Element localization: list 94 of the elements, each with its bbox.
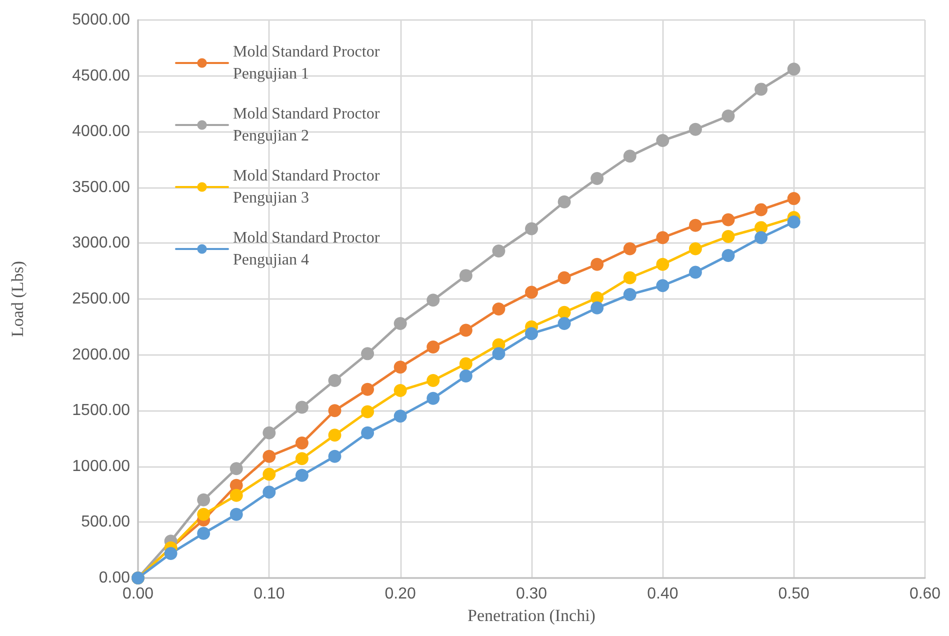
point (426, 294, 440, 307)
point (688, 218, 702, 232)
point (295, 452, 308, 466)
point (426, 340, 440, 354)
point (328, 404, 342, 418)
point (197, 526, 210, 540)
legend-label: Mold Standard Proctor Pengujian 1 (233, 44, 384, 82)
point (262, 468, 276, 481)
y-tick-label: 500.00 (81, 514, 130, 531)
y-tick-label: 5000.00 (72, 12, 130, 28)
x-tick-label: 0.60 (909, 586, 941, 602)
point (230, 508, 243, 521)
point (754, 82, 768, 96)
y-axis-title: Load (Lbs) (8, 260, 27, 338)
point (722, 230, 735, 243)
point (459, 324, 472, 337)
point (525, 286, 538, 299)
legend-label: Mold Standard Proctor Pengujian 3 (233, 168, 384, 206)
legend-label: Mold Standard Proctor Pengujian 4 (233, 230, 384, 268)
point (230, 462, 243, 476)
point (722, 248, 735, 262)
point (656, 279, 670, 292)
point (262, 450, 276, 463)
y-tick-label: 4500.00 (72, 67, 130, 84)
x-tick-label: 0.30 (516, 586, 548, 602)
x-tick-label: 0.00 (122, 586, 154, 602)
point (361, 426, 374, 440)
y-tick-label: 1000.00 (72, 458, 130, 475)
point (558, 195, 571, 208)
y-tick-label: 1500.00 (72, 402, 130, 420)
point (394, 384, 407, 398)
x-tick-label: 0.40 (647, 586, 678, 602)
point (623, 242, 636, 256)
point (787, 216, 800, 228)
point (722, 213, 735, 226)
point (492, 302, 506, 316)
point (197, 493, 210, 506)
x-tick-label: 0.20 (384, 586, 416, 602)
point (688, 242, 702, 256)
point (361, 382, 374, 396)
point (459, 357, 472, 370)
point (262, 426, 276, 440)
point (426, 374, 440, 387)
x-tick-label: 0.50 (778, 586, 810, 602)
point (590, 172, 604, 185)
point (295, 400, 308, 414)
point (361, 405, 374, 418)
point (656, 231, 670, 244)
point (656, 258, 670, 271)
point (656, 134, 670, 148)
legend-label: Mold Standard Proctor Pengujian 2 (233, 106, 384, 144)
point (688, 266, 702, 279)
point (590, 258, 604, 271)
y-tick-label: 4000.00 (72, 123, 130, 140)
point (722, 109, 735, 122)
point (295, 436, 308, 450)
point (328, 428, 342, 442)
point (558, 271, 571, 284)
y-tick-label: 2000.00 (72, 346, 130, 364)
point (525, 222, 538, 236)
y-tick-label: 2500.00 (72, 290, 130, 308)
point (754, 203, 768, 216)
point (328, 450, 342, 463)
point (230, 488, 243, 502)
point (754, 231, 768, 244)
point (394, 317, 407, 330)
point (623, 271, 636, 284)
point (361, 347, 374, 360)
point (328, 374, 342, 387)
point (394, 360, 407, 374)
point (492, 244, 506, 258)
y-tick-label: 3000.00 (72, 234, 130, 252)
point (459, 370, 472, 382)
point (558, 317, 571, 330)
point (295, 468, 308, 482)
point (623, 288, 636, 302)
x-axis-title: Penetration (Inchi) (468, 606, 596, 625)
point (262, 486, 276, 499)
point (492, 347, 506, 360)
point (558, 306, 571, 319)
point (426, 392, 440, 405)
point (787, 62, 800, 76)
point (394, 410, 407, 423)
y-tick-label: 3500.00 (72, 178, 130, 196)
point (623, 150, 636, 163)
point (164, 546, 178, 560)
point (525, 327, 538, 340)
point (787, 192, 800, 206)
point (197, 508, 210, 521)
x-tick-label: 0.10 (254, 586, 285, 602)
point (590, 301, 604, 314)
y-tick-label: 0.00 (98, 570, 130, 586)
point (459, 269, 472, 282)
point (688, 122, 702, 136)
